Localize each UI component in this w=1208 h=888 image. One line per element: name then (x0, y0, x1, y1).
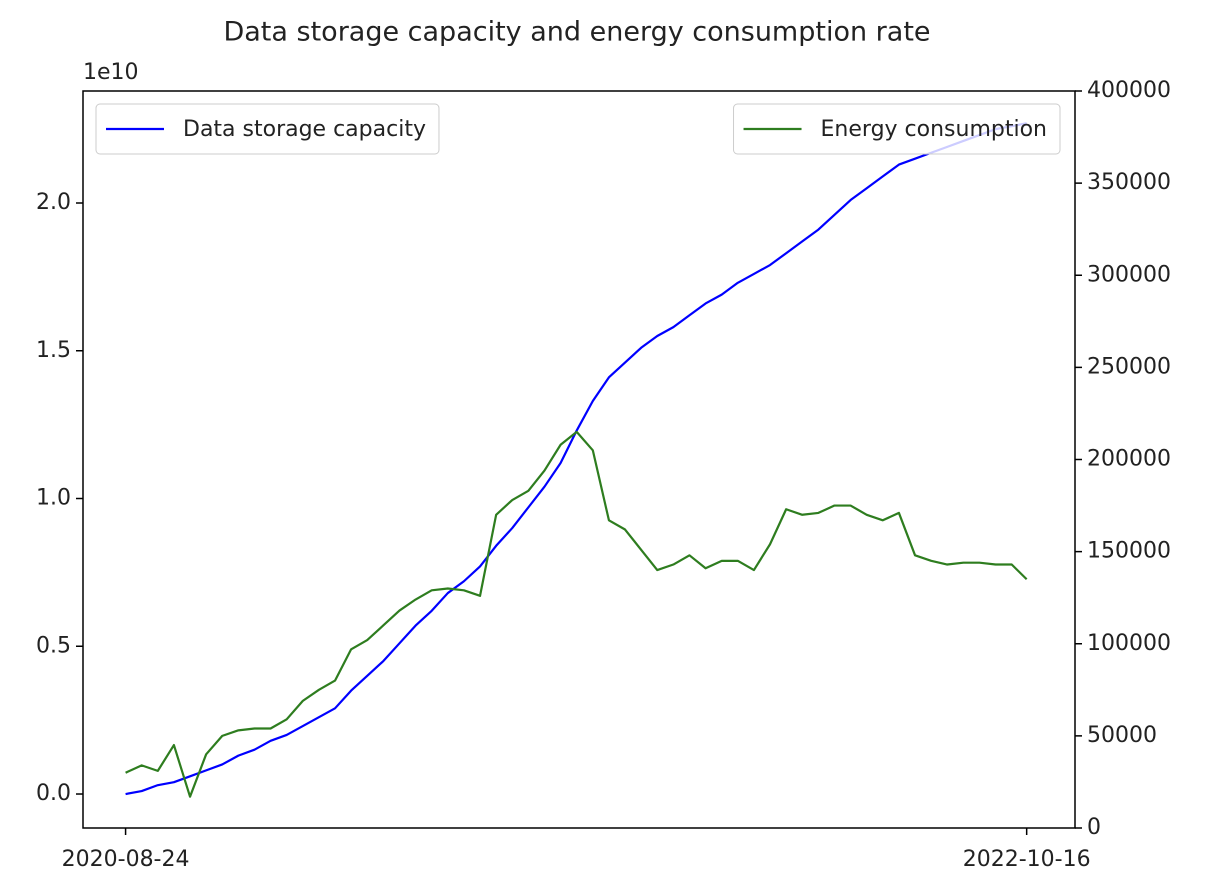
legend-box (733, 103, 1061, 155)
y-tick-label: 1.0 (36, 486, 71, 511)
y-tick-label: 0.0 (36, 781, 71, 806)
y2-tick-label: 0 (1087, 815, 1101, 840)
line-series (125, 430, 1028, 798)
legend-box (95, 103, 440, 155)
y2-tick-label: 250000 (1087, 354, 1171, 379)
x-tick-label: 2022-10-16 (963, 847, 1091, 872)
x-tick-label: 2020-08-24 (62, 847, 190, 872)
legend-label: Energy consumption (821, 117, 1047, 142)
y2-tick-label: 300000 (1087, 262, 1171, 287)
y2-tick-label: 100000 (1087, 631, 1171, 656)
plot-frame (82, 90, 1076, 829)
y2-tick-label: 50000 (1087, 723, 1157, 748)
y2-tick-label: 350000 (1087, 170, 1171, 195)
chart-title: Data storage capacity and energy consump… (223, 17, 930, 48)
line-series (125, 122, 1027, 796)
legend: Energy consumption (733, 103, 1061, 155)
y-tick-label: 0.5 (36, 633, 71, 658)
y-offset-label: 1e10 (83, 60, 139, 85)
y2-tick-label: 200000 (1087, 447, 1171, 472)
legend-label: Data storage capacity (183, 117, 426, 142)
y2-tick-label: 400000 (1087, 78, 1171, 103)
y-tick-label: 2.0 (36, 190, 71, 215)
y-tick-label: 1.5 (36, 338, 71, 363)
legend: Data storage capacity (95, 103, 440, 155)
y2-tick-label: 150000 (1087, 539, 1171, 564)
